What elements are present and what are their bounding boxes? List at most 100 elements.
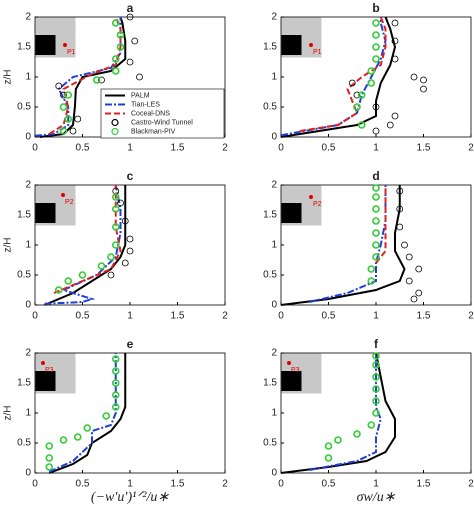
inset-building xyxy=(281,371,302,391)
data-point xyxy=(111,205,120,213)
y-tick-label: 2 xyxy=(271,348,277,359)
x-tick-label: 1 xyxy=(127,479,133,490)
data-line xyxy=(309,353,382,471)
inset-building xyxy=(281,35,302,55)
x-tick-label: 2 xyxy=(222,479,228,490)
data-point xyxy=(74,115,82,123)
x-tick-label: 0.5 xyxy=(322,311,336,322)
y-tick-label: 0 xyxy=(25,300,31,311)
probe-dot xyxy=(309,195,313,199)
data-point xyxy=(372,361,380,369)
y-tick-label: 0.5 xyxy=(17,270,31,281)
data-point xyxy=(64,115,73,123)
data-point xyxy=(391,112,399,120)
data-point xyxy=(367,421,376,429)
x-tick-label: 0.5 xyxy=(76,311,90,322)
data-point xyxy=(372,43,380,51)
x-tick-label: 1.5 xyxy=(171,311,185,322)
legend-marker xyxy=(111,127,119,136)
x-tick-label: 2 xyxy=(468,311,474,322)
y-tick-label: 2 xyxy=(271,12,277,23)
data-point xyxy=(372,127,380,135)
x-tick-label: 0 xyxy=(278,479,284,490)
data-point xyxy=(372,352,380,360)
y-axis-label: z/H xyxy=(3,238,14,253)
data-point xyxy=(126,13,134,21)
x-tick-label: 0.5 xyxy=(322,143,336,154)
data-point xyxy=(401,241,408,249)
panel-title: a xyxy=(127,1,134,15)
probe-label: P1 xyxy=(67,49,76,56)
panel-title: f xyxy=(374,337,379,351)
data-line xyxy=(375,185,387,264)
data-point xyxy=(367,265,376,273)
x-tick-label: 0 xyxy=(32,143,38,154)
data-point xyxy=(372,55,380,63)
y-tick-label: 1.5 xyxy=(17,42,31,53)
data-point xyxy=(353,430,361,438)
data-point xyxy=(60,91,67,99)
legend-label: Blackman-PIV xyxy=(131,128,176,135)
y-axis-label: z/H xyxy=(3,70,14,85)
data-point xyxy=(372,193,380,201)
x-tick-label: 2 xyxy=(222,311,228,322)
data-point xyxy=(111,379,120,387)
data-point xyxy=(78,271,87,279)
data-point xyxy=(107,253,115,261)
data-point xyxy=(415,289,423,297)
data-point xyxy=(73,433,82,441)
data-point xyxy=(111,403,120,411)
data-point xyxy=(131,37,139,45)
y-tick-label: 2 xyxy=(271,180,277,191)
y-tick-label: 1 xyxy=(271,408,277,419)
data-point xyxy=(396,223,404,231)
data-point xyxy=(92,76,101,84)
data-point xyxy=(107,271,115,279)
legend-label: Tian-LES xyxy=(131,101,160,108)
x-tick-label: 1.5 xyxy=(171,479,185,490)
panel-title: d xyxy=(372,169,379,183)
data-point xyxy=(136,73,143,81)
data-point xyxy=(111,55,120,63)
data-line xyxy=(48,353,117,473)
probe-label: P2 xyxy=(65,199,74,206)
y-tick-label: 1.5 xyxy=(17,210,31,221)
data-point xyxy=(59,127,68,135)
y-tick-label: 1 xyxy=(25,72,31,83)
data-point xyxy=(415,265,423,273)
data-point xyxy=(45,442,54,450)
data-point xyxy=(367,79,376,87)
data-point xyxy=(396,187,404,195)
data-point xyxy=(54,286,63,294)
data-point xyxy=(372,253,380,261)
legend-label: Castro-Wind Tunnel xyxy=(131,119,193,126)
data-point xyxy=(386,121,394,129)
data-line xyxy=(280,16,397,138)
data-point xyxy=(334,436,342,444)
data-point xyxy=(98,76,105,84)
x-tick-label: 0 xyxy=(32,311,38,322)
data-point xyxy=(59,436,68,444)
data-point xyxy=(121,217,129,225)
x-tick-label: 2 xyxy=(222,143,228,154)
y-tick-label: 0.5 xyxy=(263,438,277,449)
y-tick-label: 1.5 xyxy=(263,42,277,53)
data-point xyxy=(102,412,111,420)
y-tick-label: 0.5 xyxy=(17,102,31,113)
legend-label: PALM xyxy=(131,92,150,99)
y-tick-label: 0 xyxy=(271,468,277,479)
panel-title: e xyxy=(127,337,134,351)
y-tick-label: 0 xyxy=(25,132,31,143)
data-point xyxy=(367,67,376,75)
data-point xyxy=(391,55,399,63)
y-tick-label: 0 xyxy=(25,468,31,479)
x-tick-label: 2 xyxy=(468,143,474,154)
data-point xyxy=(372,385,380,393)
y-tick-label: 0 xyxy=(271,300,277,311)
y-axis-label: z/H xyxy=(3,406,14,421)
x-tick-label: 1 xyxy=(127,143,133,154)
data-point xyxy=(111,19,120,27)
x-tick-label: 0.5 xyxy=(76,143,90,154)
x-tick-label: 0.5 xyxy=(76,479,90,490)
